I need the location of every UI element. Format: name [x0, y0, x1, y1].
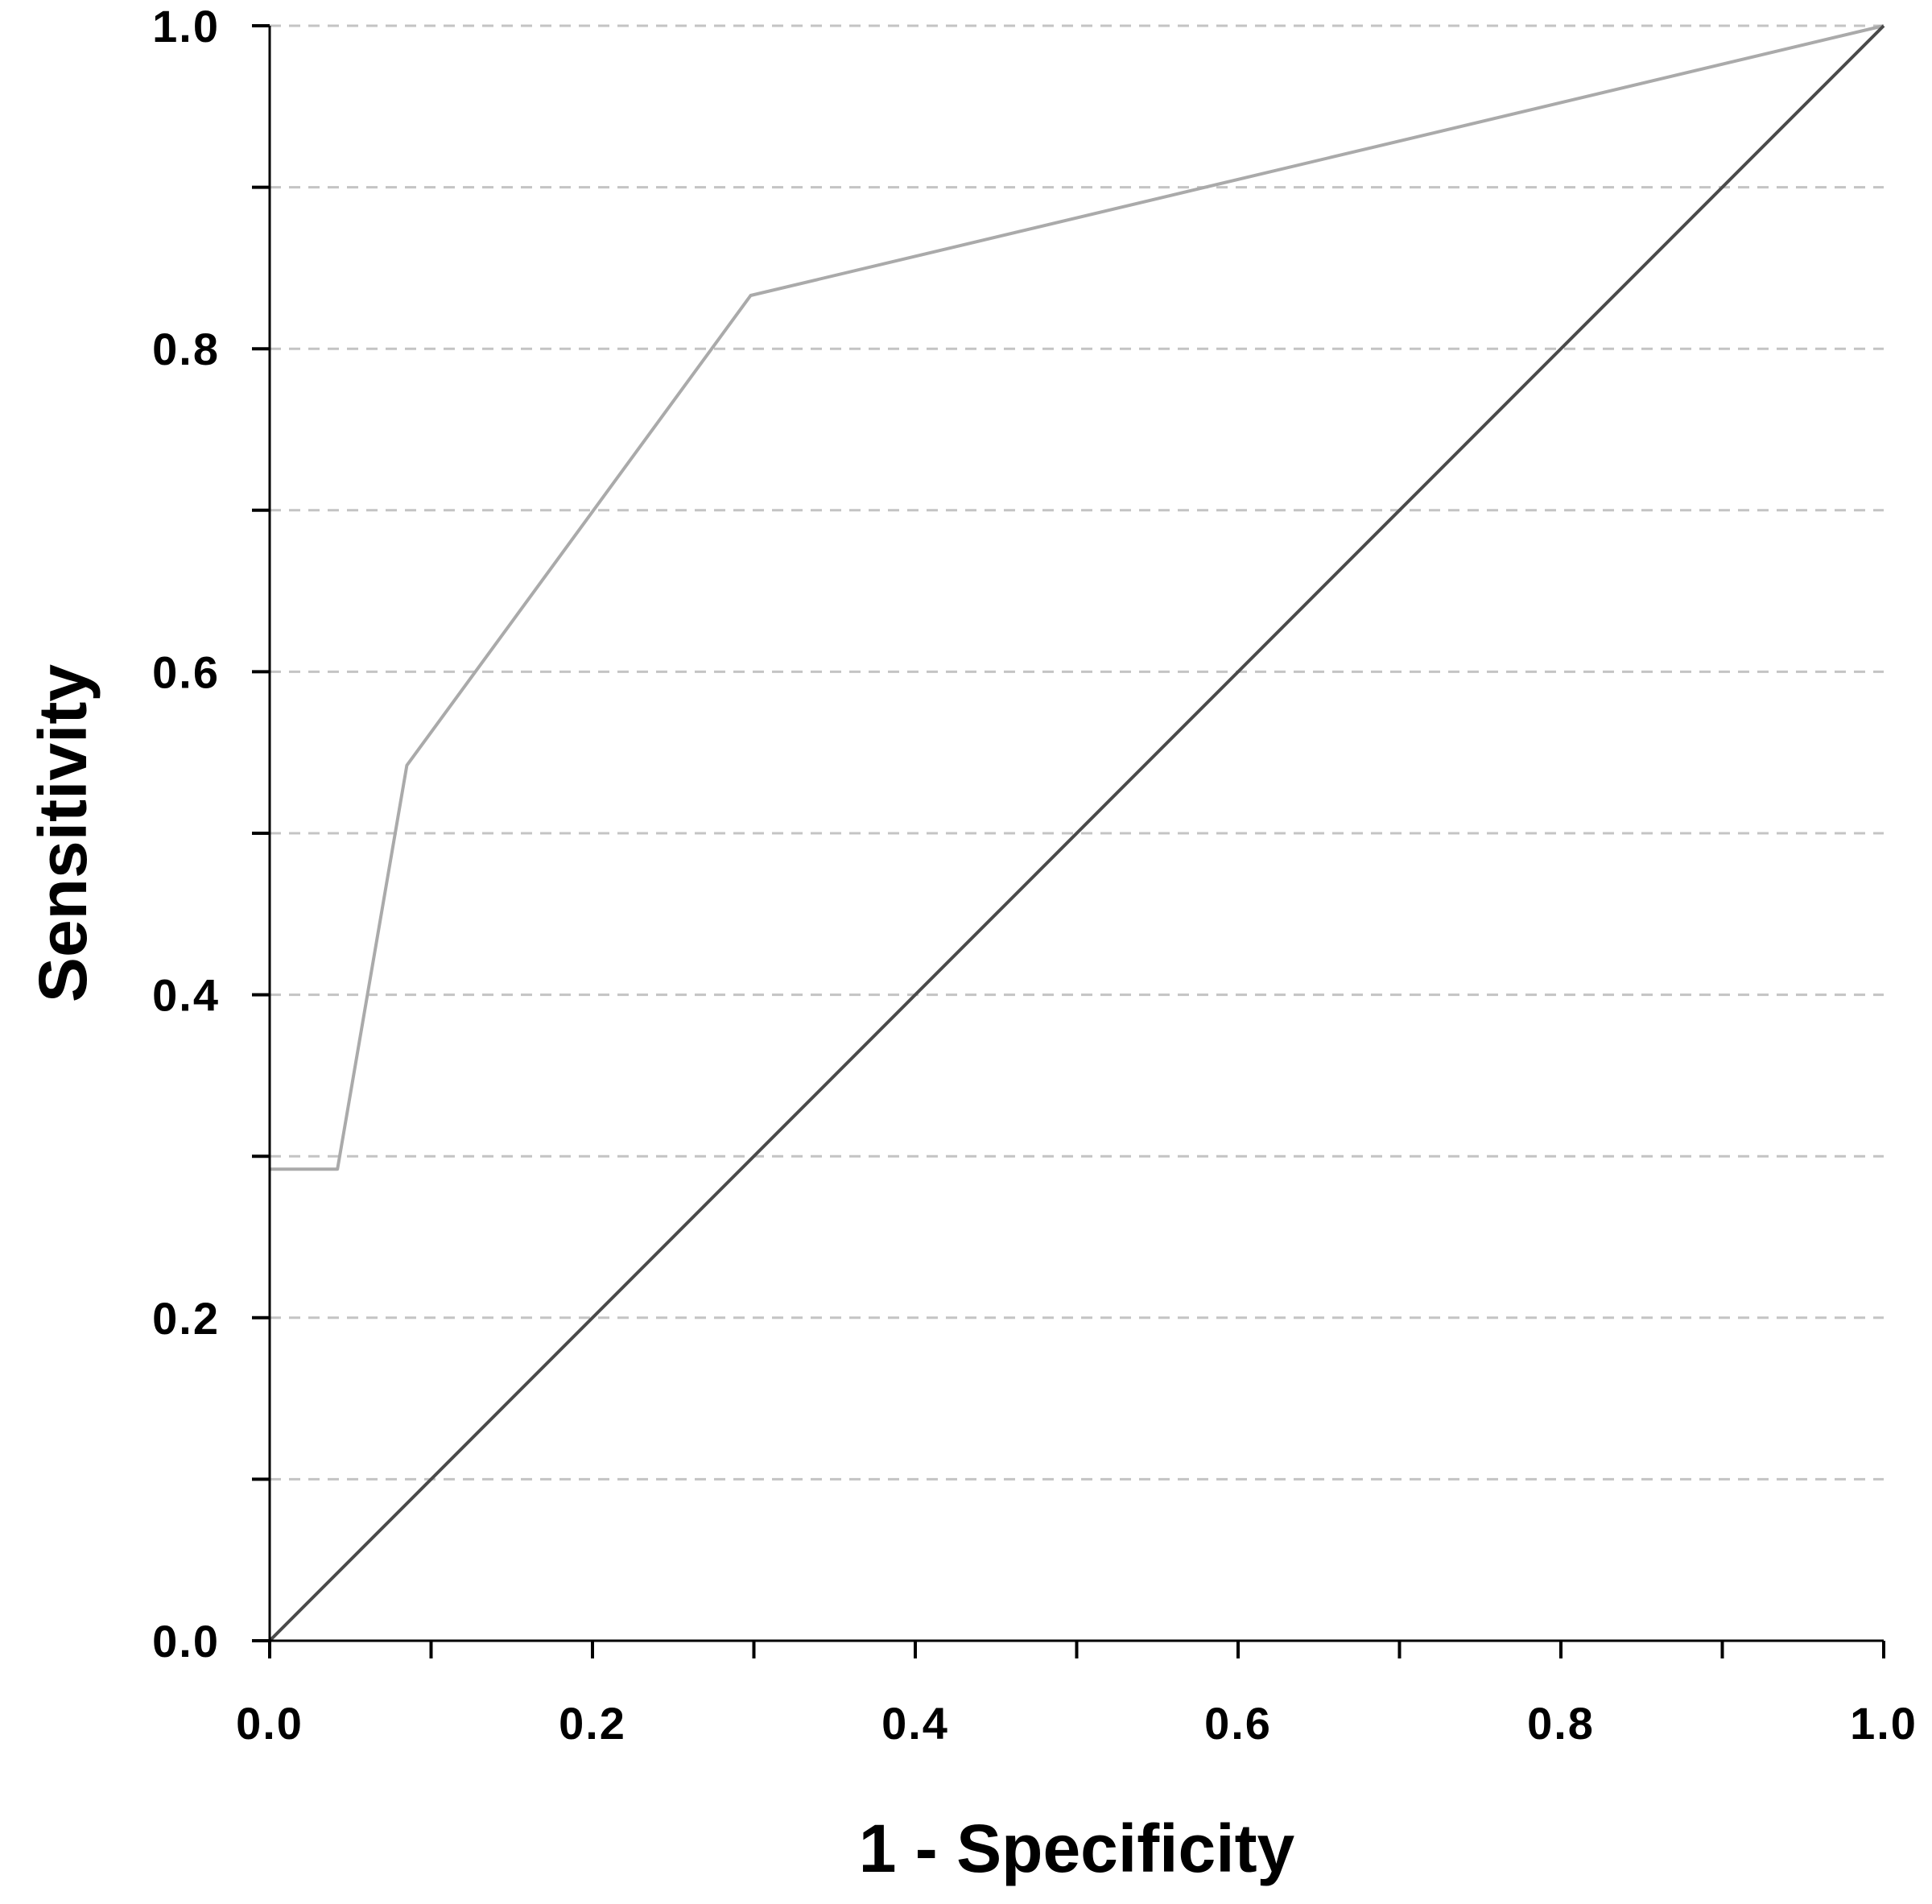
tick-marks	[252, 24, 1885, 1658]
y-tick-label: 0.2	[152, 1293, 220, 1344]
x-axis-title: 1 - Specificity	[859, 1811, 1295, 1886]
x-tick-label: 0.4	[881, 1698, 949, 1749]
series-line-roc-curve	[270, 24, 1885, 1171]
y-tick-label: 1.0	[152, 1, 220, 52]
y-tick-label: 0.0	[152, 1616, 220, 1667]
series-layer	[268, 24, 1885, 1642]
y-tick-label: 0.6	[152, 646, 220, 697]
x-tick-label: 1.0	[1850, 1698, 1918, 1749]
tick-labels: 0.0 0.2 0.4 0.6 0.8 1.0 0.0 0.2 0.4 0.6 0.8 1.0	[152, 1, 1918, 1749]
x-tick-label: 0.2	[559, 1698, 626, 1749]
y-tick-label: 0.4	[152, 970, 220, 1021]
y-axis-title: Sensitivity	[25, 664, 101, 1002]
x-tick-label: 0.6	[1204, 1698, 1272, 1749]
x-tick-label: 0.8	[1527, 1698, 1595, 1749]
gridlines	[270, 24, 1884, 1481]
series-line-reference-diagonal	[268, 24, 1885, 1642]
x-tick-label: 0.0	[236, 1698, 303, 1749]
y-tick-label: 0.8	[152, 324, 220, 374]
